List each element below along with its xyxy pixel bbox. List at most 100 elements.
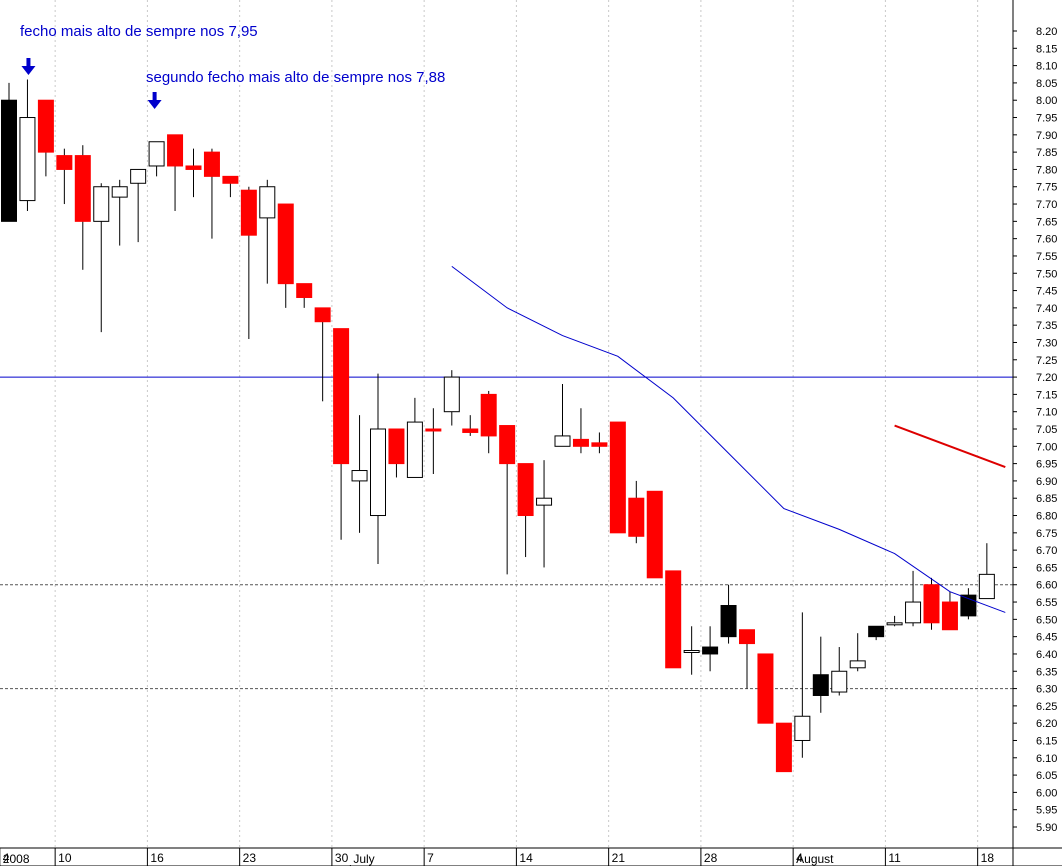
candle-body: [775, 722, 792, 773]
candle-body: [425, 428, 442, 432]
moving-average-lines: [451, 265, 1006, 613]
candle-body: [259, 186, 276, 219]
y-tick-label: 6.10: [1036, 753, 1057, 765]
candle-body: [905, 601, 922, 624]
candle-body: [683, 649, 700, 653]
candle-body: [978, 573, 995, 600]
y-tick-label: 7.90: [1036, 130, 1057, 142]
y-tick-label: 6.40: [1036, 649, 1057, 661]
y-tick-label: 7.30: [1036, 337, 1057, 349]
y-tick-label: 8.10: [1036, 61, 1057, 73]
y-tick-label: 6.60: [1036, 580, 1057, 592]
candle-body: [56, 155, 73, 170]
y-tick-label: 7.20: [1036, 372, 1057, 384]
candle-body: [572, 438, 589, 447]
y-tick-label: 7.50: [1036, 268, 1057, 280]
x-tick-label: 16: [150, 851, 164, 865]
candle-body: [74, 155, 91, 222]
x-axis-ticks: 4 10 16 23 30 7 14 21 28 4 11 18 2008 July August: [0, 848, 994, 866]
candle-body: [720, 605, 737, 638]
y-tick-label: 6.85: [1036, 493, 1057, 505]
candle-body: [868, 625, 885, 638]
y-tick-label: 7.75: [1036, 182, 1057, 194]
y-tick-label: 7.80: [1036, 164, 1057, 176]
moving-average-line-red: [894, 424, 1006, 469]
down-arrow-icon: [21, 66, 36, 75]
candle-body: [167, 134, 184, 167]
candle-body: [886, 622, 903, 626]
y-tick-label: 6.05: [1036, 770, 1057, 782]
candle-body: [665, 570, 682, 669]
candle-body: [941, 601, 958, 631]
candle-body: [480, 393, 497, 437]
y-tick-label: 7.85: [1036, 147, 1057, 159]
x-tick-label: 14: [519, 851, 533, 865]
x-tick-label: 30: [335, 851, 349, 865]
candle-body: [370, 428, 386, 517]
candle-body: [812, 674, 829, 696]
candle-body: [111, 186, 128, 198]
candle-body: [517, 463, 534, 517]
y-tick-label: 6.95: [1036, 459, 1057, 471]
y-tick-label: 7.05: [1036, 424, 1057, 436]
candle-body: [831, 670, 848, 693]
y-tick-label: 6.70: [1036, 545, 1057, 557]
candle-body: [1, 99, 17, 222]
candle-body: [628, 497, 645, 537]
candle-body: [93, 186, 110, 222]
y-tick-label: 6.50: [1036, 614, 1057, 626]
candle-body: [351, 470, 368, 482]
x-tick-label: 10: [58, 851, 72, 865]
y-tick-label: 8.05: [1036, 78, 1057, 90]
y-tick-label: 6.30: [1036, 684, 1057, 696]
x-tick-label: 11: [888, 851, 901, 865]
y-tick-label: 8.20: [1036, 26, 1057, 38]
candle-body: [536, 497, 553, 506]
y-tick-label: 6.20: [1036, 718, 1057, 730]
candle-body: [499, 425, 516, 465]
y-tick-label: 7.00: [1036, 441, 1057, 453]
y-tick-label: 7.40: [1036, 303, 1057, 315]
y-tick-label: 6.90: [1036, 476, 1057, 488]
x-tick-label: 23: [243, 851, 257, 865]
candle-body: [591, 442, 608, 447]
candle-body: [757, 653, 774, 724]
y-tick-label: 7.10: [1036, 407, 1057, 419]
candle-body: [19, 117, 36, 202]
down-arrow-icon: [26, 58, 31, 67]
y-tick-label: 6.35: [1036, 666, 1057, 678]
candle-body: [406, 421, 423, 478]
y-tick-label: 7.55: [1036, 251, 1057, 263]
y-tick-label: 5.95: [1036, 805, 1057, 817]
y-tick-label: 7.15: [1036, 389, 1057, 401]
annotation-arrows: [21, 58, 162, 109]
candle-body: [702, 646, 719, 655]
down-arrow-icon: [147, 100, 162, 109]
y-tick-label: 6.25: [1036, 701, 1057, 713]
y-tick-label: 6.00: [1036, 787, 1057, 799]
x-tick-label: 21: [612, 851, 626, 865]
y-axis-ticks: 5.90 5.95 6.00 6.05 6.10 6.15 6.20 6.25 6.30 6.35…: [1013, 26, 1057, 834]
candle-body: [849, 660, 866, 669]
y-tick-label: 6.65: [1036, 562, 1057, 574]
y-tick-label: 7.70: [1036, 199, 1057, 211]
candle-body: [148, 141, 165, 167]
candle-body: [185, 165, 202, 170]
candle-body: [130, 168, 147, 184]
candle-body: [37, 99, 54, 153]
x-month-label: July: [353, 852, 374, 866]
moving-average-line-blue: [451, 265, 1006, 613]
candlestick-series: [1, 79, 995, 773]
candle-body: [923, 584, 940, 624]
candle-body: [296, 283, 313, 298]
y-tick-label: 7.60: [1036, 234, 1057, 246]
candle-body: [333, 328, 350, 465]
candle-body: [240, 189, 257, 236]
x-tick-label: 4: [3, 851, 10, 865]
x-tick-label: 4: [796, 851, 803, 865]
y-tick-label: 8.00: [1036, 95, 1057, 107]
y-tick-label: 6.45: [1036, 632, 1057, 644]
candle-body: [388, 428, 405, 465]
horizontal-reference-lines: [0, 376, 1013, 690]
